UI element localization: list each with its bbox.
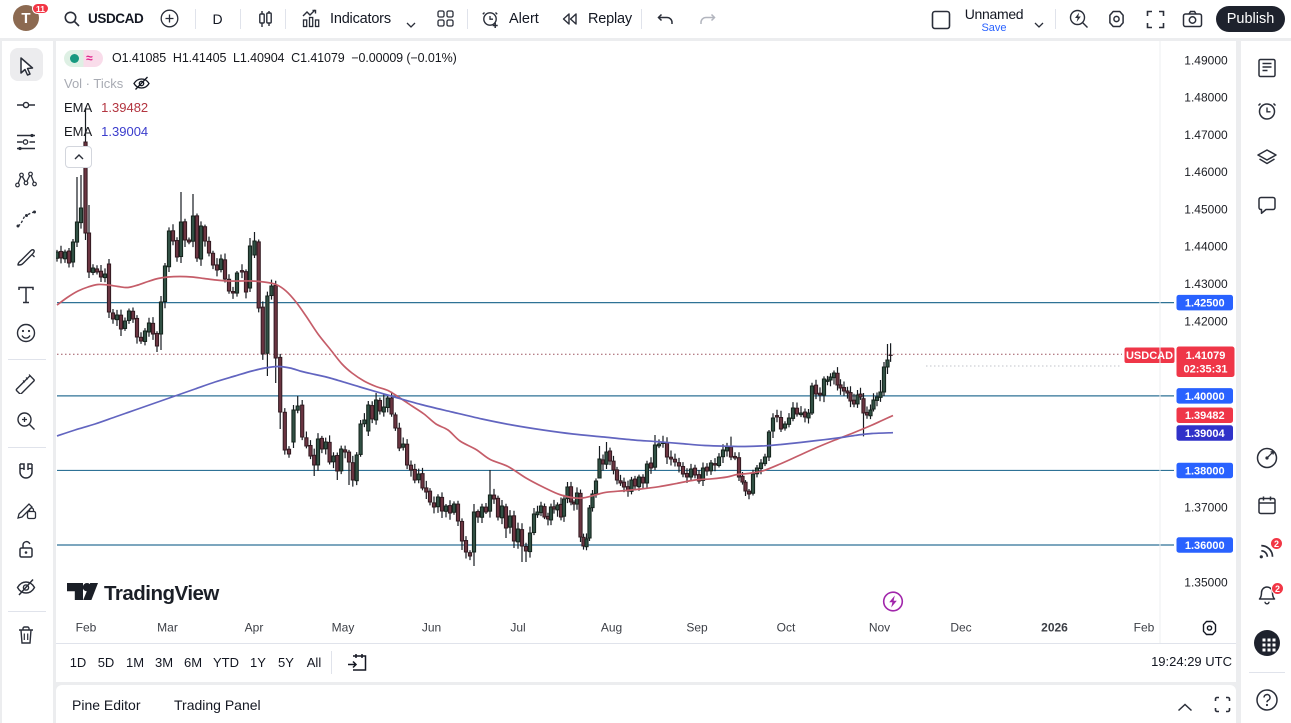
svg-text:Jun: Jun (422, 621, 441, 635)
svg-text:1.39482: 1.39482 (1185, 410, 1225, 422)
svg-text:1.46000: 1.46000 (1184, 165, 1228, 179)
svg-text:1.40000: 1.40000 (1185, 391, 1225, 403)
svg-text:1.42500: 1.42500 (1185, 298, 1225, 310)
svg-text:1.35000: 1.35000 (1184, 575, 1228, 589)
svg-text:Sep: Sep (686, 621, 708, 635)
svg-text:1.42000: 1.42000 (1184, 314, 1228, 328)
svg-text:Mar: Mar (157, 621, 178, 635)
svg-text:2026: 2026 (1041, 621, 1068, 635)
svg-text:Dec: Dec (950, 621, 971, 635)
svg-text:1.44000: 1.44000 (1184, 240, 1228, 254)
svg-text:Feb: Feb (76, 621, 97, 635)
svg-text:TradingView: TradingView (104, 582, 219, 605)
svg-text:Oct: Oct (777, 621, 796, 635)
svg-text:1.48000: 1.48000 (1184, 91, 1228, 105)
svg-text:1.45000: 1.45000 (1184, 202, 1228, 216)
svg-text:May: May (332, 621, 355, 635)
svg-text:Apr: Apr (245, 621, 264, 635)
svg-text:USDCAD: USDCAD (1126, 350, 1173, 362)
svg-text:1.49000: 1.49000 (1184, 53, 1228, 67)
svg-text:1.37000: 1.37000 (1184, 501, 1228, 515)
svg-text:Aug: Aug (601, 621, 622, 635)
svg-text:1.43000: 1.43000 (1184, 277, 1228, 291)
svg-text:1.39004: 1.39004 (1185, 428, 1226, 440)
svg-text:Nov: Nov (869, 621, 890, 635)
svg-text:1.41079: 1.41079 (1186, 350, 1226, 362)
svg-text:1.38000: 1.38000 (1185, 465, 1225, 477)
svg-text:Feb: Feb (1134, 621, 1155, 635)
svg-text:1.47000: 1.47000 (1184, 128, 1228, 142)
svg-text:Jul: Jul (510, 621, 525, 635)
svg-text:02:35:31: 02:35:31 (1183, 364, 1227, 376)
svg-text:1.36000: 1.36000 (1185, 540, 1225, 552)
